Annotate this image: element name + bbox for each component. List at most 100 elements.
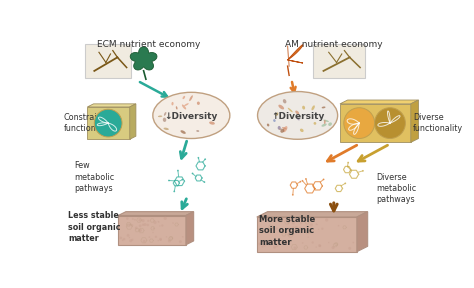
Ellipse shape [189, 95, 193, 101]
Text: Diverse
functionality: Diverse functionality [413, 113, 463, 133]
Circle shape [300, 181, 301, 183]
Ellipse shape [209, 122, 215, 125]
Ellipse shape [300, 129, 304, 132]
Circle shape [268, 219, 271, 221]
Circle shape [123, 238, 126, 240]
Circle shape [292, 221, 295, 224]
Circle shape [273, 246, 276, 249]
Circle shape [325, 218, 328, 222]
Ellipse shape [181, 130, 186, 134]
Circle shape [191, 173, 193, 174]
Circle shape [287, 221, 290, 224]
Circle shape [280, 221, 282, 223]
Ellipse shape [267, 124, 269, 126]
Circle shape [153, 228, 154, 229]
Circle shape [302, 242, 303, 244]
Ellipse shape [257, 92, 337, 139]
Circle shape [144, 223, 146, 226]
Ellipse shape [275, 113, 278, 116]
Ellipse shape [283, 99, 286, 103]
Text: Few
metabolic
pathways: Few metabolic pathways [74, 161, 115, 193]
Circle shape [277, 220, 279, 222]
Circle shape [305, 178, 307, 180]
Ellipse shape [328, 122, 332, 126]
Circle shape [276, 245, 278, 247]
Polygon shape [257, 217, 357, 252]
Ellipse shape [324, 120, 326, 124]
Circle shape [119, 236, 122, 239]
Circle shape [177, 170, 179, 171]
Circle shape [311, 241, 314, 244]
Circle shape [132, 218, 134, 220]
Circle shape [258, 242, 261, 245]
Circle shape [148, 236, 150, 238]
Circle shape [128, 224, 130, 226]
Ellipse shape [278, 126, 281, 130]
Circle shape [308, 236, 309, 238]
Text: Constrained
functionality: Constrained functionality [64, 113, 114, 133]
Ellipse shape [311, 105, 315, 110]
Ellipse shape [321, 124, 327, 127]
Circle shape [122, 239, 124, 241]
Circle shape [127, 234, 129, 237]
Circle shape [138, 219, 141, 221]
Circle shape [347, 162, 349, 164]
Circle shape [338, 225, 339, 227]
Circle shape [272, 243, 273, 244]
Circle shape [157, 240, 159, 241]
Circle shape [161, 224, 164, 227]
Circle shape [374, 108, 405, 139]
Circle shape [152, 232, 154, 233]
Circle shape [134, 219, 136, 221]
Circle shape [317, 224, 318, 225]
Circle shape [300, 222, 302, 224]
Text: ↓Diversity: ↓Diversity [164, 112, 218, 122]
Ellipse shape [278, 105, 284, 109]
Circle shape [264, 244, 266, 247]
Circle shape [159, 225, 161, 227]
Text: Less stable
soil organic
matter: Less stable soil organic matter [68, 211, 121, 243]
Circle shape [309, 232, 310, 233]
Polygon shape [118, 212, 194, 215]
Ellipse shape [153, 92, 230, 139]
Circle shape [158, 221, 160, 223]
Circle shape [146, 224, 149, 226]
Text: More stable
soil organic
matter: More stable soil organic matter [259, 215, 315, 247]
Circle shape [345, 182, 346, 184]
Circle shape [292, 194, 294, 196]
Circle shape [204, 158, 206, 160]
Ellipse shape [283, 126, 287, 132]
Circle shape [173, 191, 175, 192]
Circle shape [166, 236, 167, 238]
Circle shape [299, 227, 301, 229]
Circle shape [295, 226, 298, 229]
Circle shape [301, 180, 303, 182]
Circle shape [321, 228, 324, 230]
Circle shape [135, 226, 137, 229]
Circle shape [168, 239, 171, 242]
Ellipse shape [176, 106, 178, 109]
Ellipse shape [182, 96, 185, 99]
Circle shape [287, 228, 290, 230]
Circle shape [159, 238, 162, 241]
Circle shape [319, 245, 321, 247]
Polygon shape [85, 44, 131, 78]
Polygon shape [87, 104, 136, 107]
Circle shape [293, 247, 296, 249]
Circle shape [347, 166, 349, 168]
Ellipse shape [282, 127, 287, 129]
Circle shape [147, 220, 149, 222]
Circle shape [129, 237, 130, 238]
Circle shape [155, 236, 157, 238]
Circle shape [172, 222, 174, 224]
Circle shape [362, 170, 364, 172]
Ellipse shape [182, 105, 186, 109]
Circle shape [157, 221, 159, 222]
Polygon shape [340, 104, 411, 142]
Text: ↑Diversity: ↑Diversity [271, 112, 324, 122]
Circle shape [344, 108, 374, 139]
Circle shape [353, 242, 354, 243]
Circle shape [282, 230, 284, 233]
Circle shape [316, 246, 317, 248]
Circle shape [269, 239, 272, 242]
